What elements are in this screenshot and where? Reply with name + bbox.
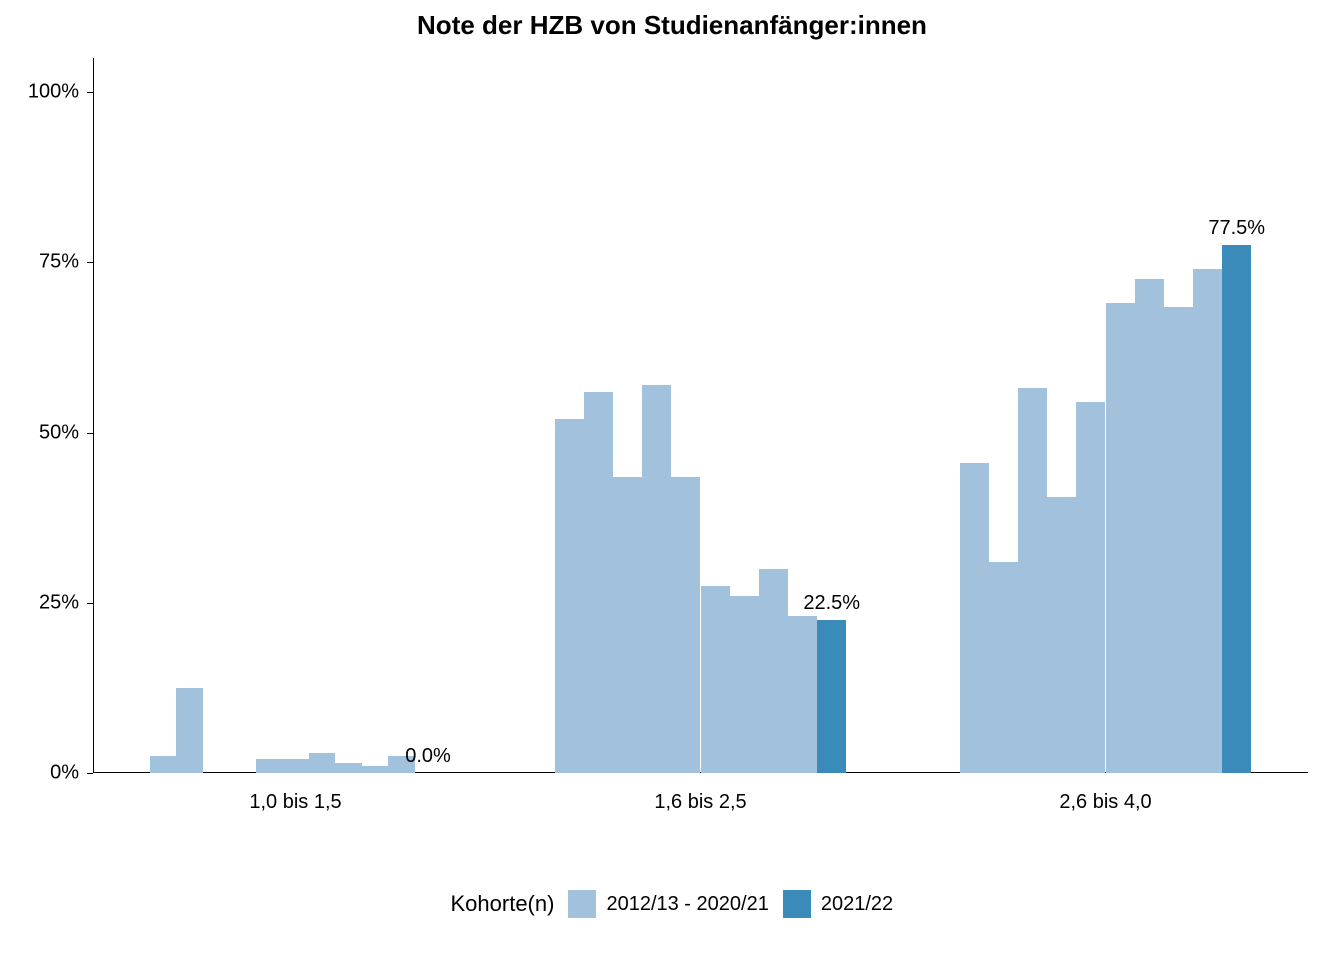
bar-historic: [1164, 307, 1193, 773]
legend-label-historic: 2012/13 - 2020/21: [606, 893, 768, 916]
y-tick: [87, 603, 93, 604]
y-tick-label: 50%: [0, 421, 79, 444]
bar-historic: [362, 766, 389, 773]
bar-current: [817, 620, 846, 773]
bar-historic: [176, 688, 203, 773]
y-tick: [87, 433, 93, 434]
bar-historic: [642, 385, 671, 773]
bar-historic: [1135, 279, 1164, 773]
bar-historic: [1018, 388, 1047, 773]
y-tick: [87, 773, 93, 774]
bar-historic: [788, 616, 817, 773]
bar-historic: [309, 753, 336, 773]
legend-item-historic: 2012/13 - 2020/21: [568, 890, 768, 918]
legend: Kohorte(n) 2012/13 - 2020/21 2021/22: [451, 890, 894, 918]
plot-area: 0.0% 22.5% 77.5%: [93, 58, 1308, 773]
bar-value-label: 0.0%: [405, 745, 451, 768]
y-axis-line: [93, 58, 94, 773]
bar-historic: [335, 763, 362, 773]
legend-title: Kohorte(n): [451, 891, 555, 917]
legend-swatch-current: [783, 890, 811, 918]
y-tick: [87, 92, 93, 93]
bar-historic: [555, 419, 584, 773]
bar-historic: [671, 477, 700, 773]
chart-title: Note der HZB von Studienanfänger:innen: [0, 10, 1344, 41]
x-tick-label: 1,0 bis 1,5: [249, 791, 341, 814]
bar-historic: [730, 596, 759, 773]
bar-historic: [1047, 497, 1076, 773]
y-tick: [87, 262, 93, 263]
bar-current: [1222, 245, 1251, 773]
bar-historic: [613, 477, 642, 773]
x-tick-label: 2,6 bis 4,0: [1059, 791, 1151, 814]
y-tick-label: 100%: [0, 81, 79, 104]
bar-historic: [960, 463, 989, 773]
bar-historic: [150, 756, 177, 773]
bar-historic: [701, 586, 730, 773]
bar-value-label: 77.5%: [1208, 217, 1265, 240]
bar-historic: [1076, 402, 1105, 773]
y-tick-label: 25%: [0, 591, 79, 614]
legend-item-current: 2021/22: [783, 890, 893, 918]
bar-historic: [584, 392, 613, 773]
y-tick-label: 0%: [0, 762, 79, 785]
legend-swatch-historic: [568, 890, 596, 918]
x-tick-label: 1,6 bis 2,5: [654, 791, 746, 814]
bar-historic: [256, 759, 283, 773]
bar-historic: [1193, 269, 1222, 773]
bar-historic: [989, 562, 1018, 773]
legend-label-current: 2021/22: [821, 893, 893, 916]
bar-historic: [282, 759, 309, 773]
bar-historic: [759, 569, 788, 773]
bar-value-label: 22.5%: [803, 592, 860, 615]
bar-historic: [1106, 303, 1135, 773]
y-tick-label: 75%: [0, 251, 79, 274]
chart-container: Note der HZB von Studienanfänger:innen 0…: [0, 0, 1344, 960]
